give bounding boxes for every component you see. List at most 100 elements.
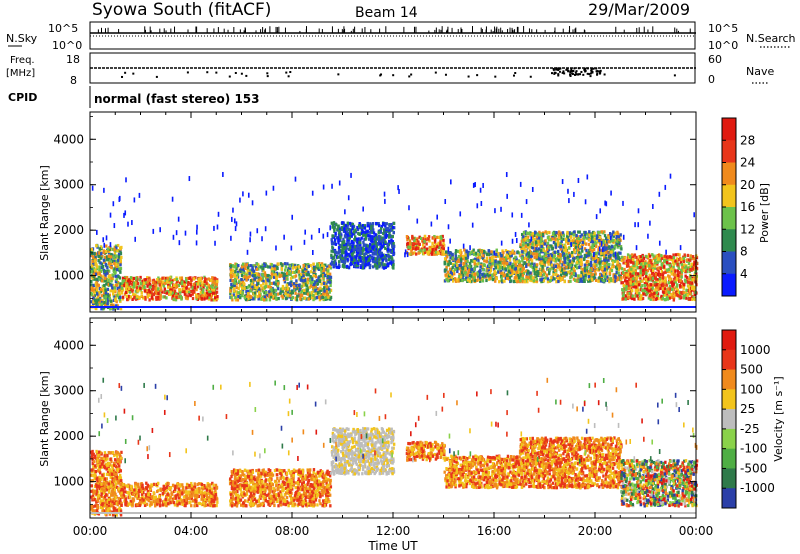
echo-cell — [353, 261, 357, 266]
echo-cell — [556, 238, 560, 242]
echo-cell — [319, 288, 322, 293]
echo-cell — [617, 240, 620, 245]
echo-cell — [125, 285, 128, 289]
echo-cell — [595, 234, 599, 238]
echo-cell — [120, 286, 124, 290]
echo-cell — [498, 260, 501, 264]
echo-cell — [237, 280, 241, 284]
echo-cell — [525, 263, 529, 267]
echo-cell — [136, 281, 140, 286]
echo-cell — [591, 240, 595, 244]
echo-cell — [535, 247, 538, 251]
echo-cell — [556, 255, 560, 259]
echo-cell — [245, 273, 248, 277]
echo-cell — [265, 264, 269, 268]
echo-cell — [348, 221, 352, 226]
nave-cluster-point — [569, 71, 572, 74]
echo-cell — [515, 275, 518, 279]
echo-cell — [374, 252, 378, 256]
echo-cell — [335, 236, 339, 240]
echo-cell — [438, 249, 442, 254]
echo-cell — [195, 293, 198, 297]
echo-cell — [476, 270, 479, 275]
echo-cell — [594, 242, 597, 246]
echo-cell — [519, 279, 522, 283]
echo-cell — [615, 239, 619, 243]
echo-cell — [364, 256, 368, 260]
echo-cell — [414, 252, 418, 256]
echo-cell — [483, 259, 486, 263]
echo-cell — [602, 279, 605, 283]
echo-cell — [544, 239, 547, 243]
echo-cell — [263, 295, 267, 299]
echo-cell — [467, 268, 471, 272]
echo-cell — [343, 260, 346, 264]
echo-cell — [591, 273, 595, 277]
echo-cell — [115, 278, 118, 282]
echo-cell — [106, 301, 109, 306]
echo-cell — [559, 235, 562, 239]
echo-cell — [590, 233, 593, 237]
echo-cell — [343, 256, 347, 260]
nave-cluster-point — [555, 68, 558, 71]
echo-cell — [505, 253, 508, 257]
echo-cell — [365, 262, 368, 267]
echo-cell — [323, 289, 326, 293]
nave-point — [529, 75, 532, 78]
echo-cell — [352, 224, 356, 228]
echo-cell — [559, 247, 563, 251]
echo-cell — [593, 269, 596, 273]
echo-cell — [127, 286, 131, 291]
echo-cell — [549, 252, 552, 257]
echo-cell — [518, 260, 522, 264]
nave-cluster-point — [580, 70, 583, 73]
echo-cell — [302, 283, 306, 287]
echo-cell — [552, 240, 556, 245]
echo-cell — [468, 261, 472, 265]
echo-cell — [287, 267, 291, 271]
echo-cell — [585, 242, 588, 246]
echo-cell — [349, 254, 353, 258]
echo-cell — [236, 272, 240, 276]
echo-cell — [467, 270, 470, 274]
echo-cell — [118, 288, 121, 292]
echo-cell — [486, 272, 489, 277]
echo-cell — [294, 283, 298, 288]
echo-cell — [590, 267, 593, 272]
echo-cell — [570, 271, 574, 276]
echo-cell — [116, 248, 119, 253]
echo-cell — [382, 222, 385, 226]
echo-cell — [446, 276, 450, 281]
echo-cell — [434, 248, 437, 253]
echo-cell — [333, 226, 336, 230]
echo-cell — [124, 290, 128, 294]
echo-cell — [454, 254, 457, 258]
echo-cell — [613, 274, 617, 278]
echo-cell — [245, 295, 249, 299]
echo-cell — [104, 302, 107, 306]
echo-cell — [192, 282, 195, 287]
echo-cell — [368, 255, 371, 260]
echo-cell — [533, 272, 536, 276]
echo-cell — [561, 231, 565, 235]
echo-cell — [113, 295, 116, 299]
nave-point — [245, 74, 248, 77]
echo-cell — [418, 250, 422, 255]
echo-cell — [531, 265, 534, 270]
echo-cell — [535, 252, 539, 256]
echo-cell — [328, 290, 331, 294]
echo-cell — [235, 263, 238, 267]
echo-cell — [94, 282, 98, 286]
echo-cell — [359, 251, 362, 256]
echo-cell — [323, 291, 326, 295]
echo-cell — [108, 246, 111, 250]
echo-cell — [526, 235, 530, 239]
echo-cell — [362, 248, 365, 252]
echo-cell — [358, 258, 361, 262]
echo-cell — [549, 278, 552, 283]
echo-cell — [150, 296, 154, 300]
echo-cell — [276, 282, 280, 286]
echo-cell — [524, 230, 527, 234]
echo-cell — [490, 265, 493, 269]
echo-cell — [570, 239, 573, 243]
